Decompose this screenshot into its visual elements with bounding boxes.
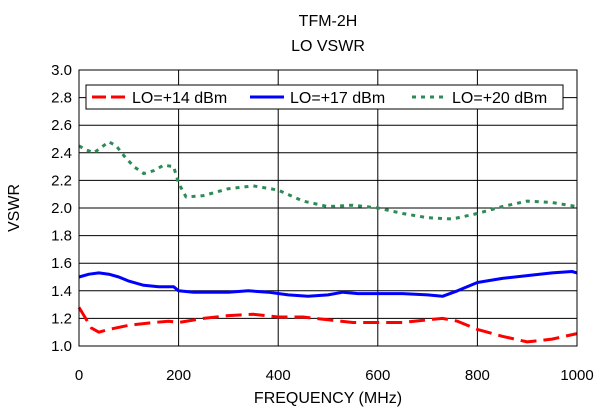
x-tick-label: 200	[166, 367, 191, 384]
legend-box	[85, 84, 564, 110]
x-tick-label: 1000	[560, 367, 593, 384]
y-axis-ticks: 1.0 1.2 1.4 1.6 1.8 2.0 2.2 2.4 2.6 2.8 3.0	[51, 62, 72, 355]
y-tick-label: 2.0	[51, 200, 72, 217]
x-axis-label: FREQUENCY (MHz)	[254, 390, 402, 407]
y-axis-label: VSWR	[6, 184, 23, 232]
y-tick-label: 1.2	[51, 310, 72, 327]
series-line-3	[78, 140, 578, 221]
chart-title: TFM-2H	[299, 13, 358, 30]
y-tick-label: 1.4	[51, 283, 72, 300]
y-tick-label: 1.8	[51, 228, 72, 245]
series-layer	[77, 140, 578, 344]
y-tick-label: 3.0	[51, 62, 72, 79]
legend: LO=+14 dBm LO=+17 dBm LO=+20 dBm	[85, 84, 564, 110]
x-axis-ticks: 0 200 400 600 800 1000	[75, 367, 594, 384]
plot-frame	[78, 69, 578, 347]
x-tick-label: 400	[266, 367, 291, 384]
series-line-2	[78, 270, 578, 298]
y-tick-label: 2.4	[51, 145, 72, 162]
x-tick-label: 0	[75, 367, 83, 384]
y-tick-label: 1.0	[51, 338, 72, 355]
legend-label: LO=+17 dBm	[290, 90, 385, 107]
y-tick-label: 1.6	[51, 255, 72, 272]
chart-subtitle: LO VSWR	[291, 38, 365, 55]
legend-label: LO=+20 dBm	[452, 90, 547, 107]
y-tick-label: 2.8	[51, 90, 72, 107]
x-tick-label: 600	[365, 367, 390, 384]
x-tick-label: 800	[465, 367, 490, 384]
y-tick-label: 2.6	[51, 117, 72, 134]
legend-label: LO=+14 dBm	[132, 90, 227, 107]
y-tick-label: 2.2	[51, 172, 72, 189]
series-line-1	[77, 306, 578, 344]
